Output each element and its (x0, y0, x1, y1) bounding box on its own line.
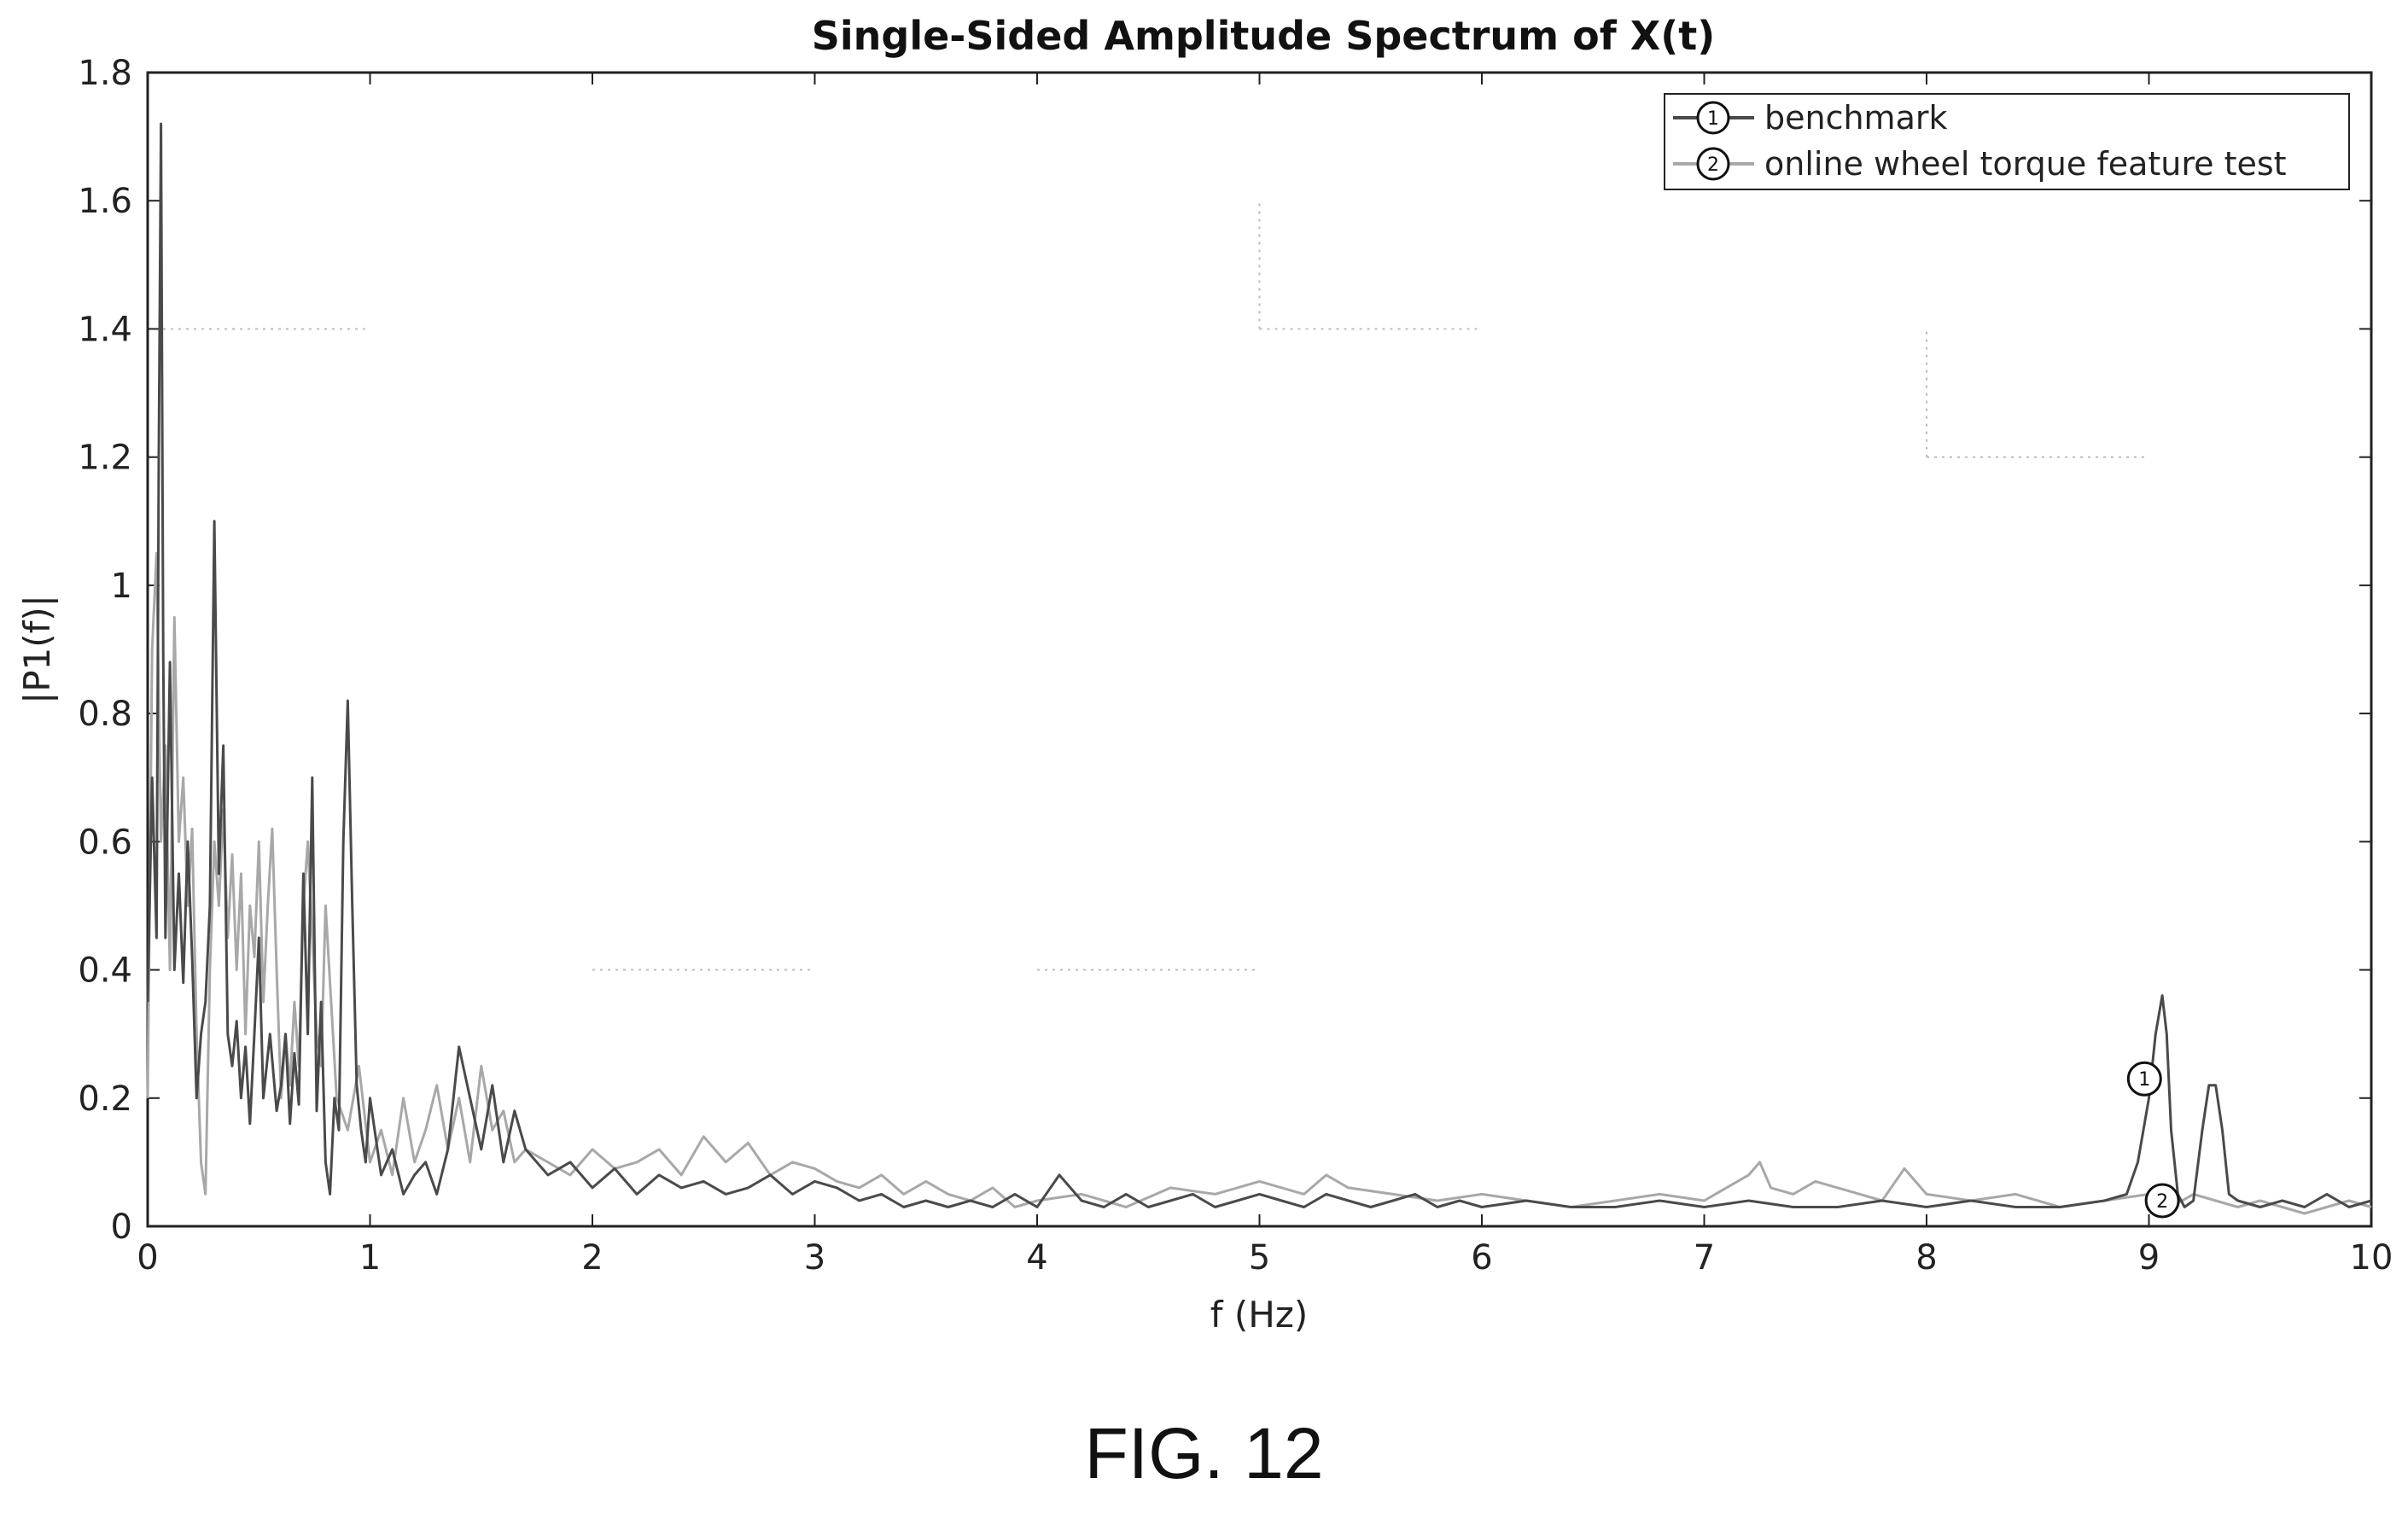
series-marker-1-label: 1 (2138, 1069, 2150, 1091)
y-tick-label: 0.2 (78, 1079, 132, 1119)
plot-area (146, 71, 2373, 1228)
x-axis-label: f (Hz) (1210, 1294, 1309, 1336)
y-tick-label: 0.6 (78, 823, 132, 862)
legend-label-online: online wheel torque feature test (1764, 145, 2287, 183)
x-tick-label: 5 (1249, 1238, 1270, 1277)
x-tick-label: 4 (1026, 1238, 1047, 1277)
figure-label: FIG. 12 (1084, 1413, 1324, 1493)
x-tick-label: 10 (2350, 1238, 2393, 1277)
x-tick-label: 0 (137, 1238, 158, 1277)
series-layer (146, 122, 2372, 1215)
legend-label-benchmark: benchmark (1764, 99, 1948, 137)
series-line-online (146, 551, 2372, 1215)
legend-box (1664, 93, 2350, 190)
legend: 1 benchmark 2 online wheel torque featur… (1664, 93, 2350, 190)
x-tick-label: 3 (804, 1238, 825, 1277)
y-tick-label: 1.2 (78, 439, 132, 478)
x-tick-label: 7 (1694, 1238, 1715, 1277)
x-tick-label: 1 (359, 1238, 381, 1277)
x-axis: 0 1 2 3 4 5 6 7 8 9 10 (137, 73, 2393, 1277)
legend-marker-2-icon (1696, 147, 1730, 181)
series-markers: 12 (2126, 1061, 2180, 1219)
y-tick-label: 1.8 (78, 54, 132, 93)
x-tick-label: 6 (1471, 1238, 1492, 1277)
series-marker-1-icon (2126, 1061, 2162, 1097)
series-line-benchmark (146, 122, 2372, 1208)
y-tick-label: 0 (111, 1207, 132, 1247)
series-marker-2-label: 2 (2156, 1191, 2168, 1213)
y-axis-label: |P1(f)| (16, 595, 58, 704)
x-tick-label: 2 (581, 1238, 603, 1277)
chart-title: Single-Sided Amplitude Spectrum of X(t) (812, 13, 1716, 59)
y-axis: 0 0.2 0.4 0.6 0.8 1 1.2 1.4 1.6 1.8 (78, 54, 2371, 1247)
y-tick-label: 0.4 (78, 951, 132, 991)
y-tick-label: 0.8 (78, 695, 132, 734)
x-tick-label: 8 (1915, 1238, 1937, 1277)
x-tick-label: 9 (2138, 1238, 2160, 1277)
legend-marker-1-label: 1 (1707, 108, 1719, 130)
y-tick-label: 1 (111, 567, 132, 606)
y-tick-label: 1.6 (78, 182, 132, 221)
series-marker-2-icon (2144, 1183, 2180, 1219)
y-tick-label: 1.4 (78, 310, 132, 349)
grid-layer (148, 201, 2149, 971)
legend-marker-1-icon (1696, 101, 1730, 135)
legend-marker-2-label: 2 (1707, 154, 1719, 176)
